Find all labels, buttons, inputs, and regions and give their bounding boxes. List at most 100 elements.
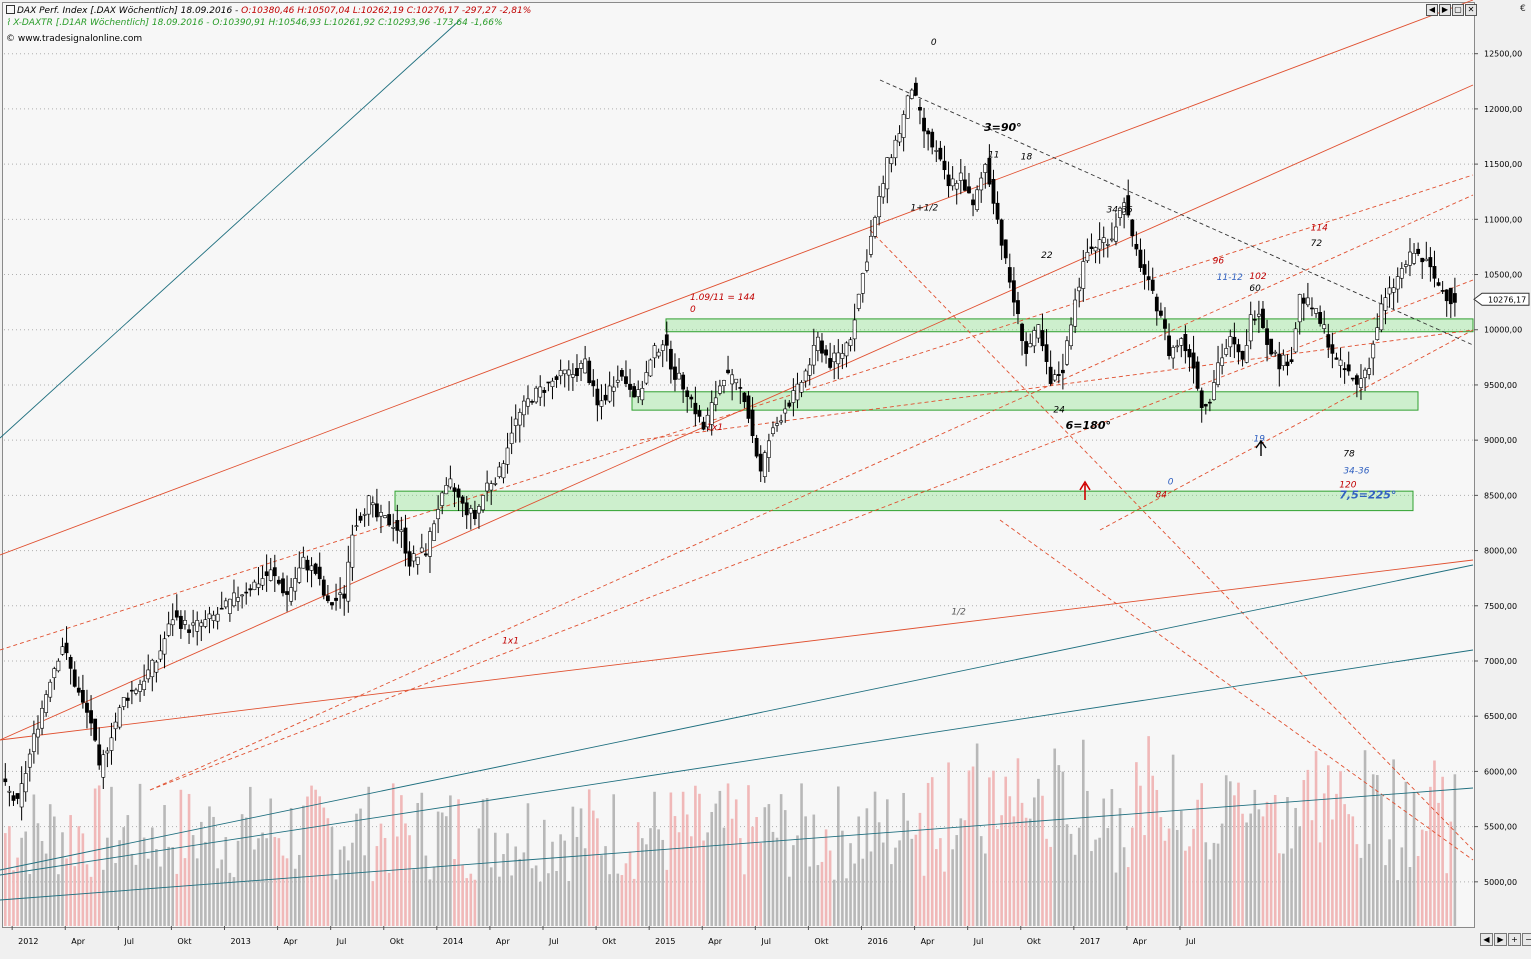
candle-body [566,369,571,376]
scroll-zoom-in-icon[interactable]: + [1508,933,1521,946]
candle-body [223,600,228,608]
candle-body [1326,334,1331,348]
candle-body [546,381,551,384]
candle-body [526,398,530,407]
candle-body [1420,257,1425,263]
candle-body [734,378,739,384]
volume-bar [440,812,444,926]
chart-annotation: 18 [1021,153,1033,163]
candle-body [1346,364,1351,372]
candle-body [1195,361,1200,389]
volume-bar [20,837,23,926]
candle-body [240,594,245,597]
volume-bar [873,791,877,926]
candle-body [505,447,510,465]
volume-bar [1392,759,1395,926]
volume-bar [1126,867,1130,926]
candle-body [1150,279,1155,291]
volume-bar [473,879,477,926]
volume-bar [1057,765,1061,926]
trend-line [1099,329,1474,531]
candle-body [1130,219,1135,237]
volume-bar [61,832,64,926]
candle-body [252,581,257,590]
volume-bar [890,864,893,926]
volume-bar [641,838,644,926]
candle-body [36,728,40,738]
scroll-right-icon[interactable]: ▶ [1494,933,1507,946]
candle-body [162,638,167,655]
candle-body [293,578,298,592]
x-tick-label: Apr [71,937,86,946]
volume-bar [596,818,599,926]
volume-bar [1339,771,1342,926]
candle-body [289,587,294,602]
volume-bar [604,846,607,926]
volume-bar [36,823,40,926]
candle-body [1220,357,1225,366]
candle-body [979,177,984,191]
volume-bar [1318,842,1322,926]
volume-bar [1449,821,1453,926]
volume-bar [44,853,48,926]
volume-bar [975,743,979,926]
nav-right-icon[interactable]: ▶ [1439,4,1451,16]
candle-body [746,395,751,419]
candle-body [1048,366,1053,384]
volume-bar [898,840,901,926]
volume-bar [837,786,840,926]
series-box-icon[interactable] [6,5,15,14]
nav-left-icon[interactable]: ◀ [1426,4,1438,16]
candle-body [501,463,506,479]
zoom-icon[interactable]: ▢ [1452,4,1464,16]
volume-bar [804,816,807,926]
volume-bar [97,785,101,926]
volume-bar [1237,782,1240,926]
volume-bar [273,837,277,926]
trend-line [0,174,1474,651]
volume-bar [612,794,616,926]
volume-bar [232,877,236,926]
chart-annotation: 0 [690,305,696,315]
volume-bar [971,766,975,926]
candle-body [873,217,877,237]
scroll-left-icon[interactable]: ◀ [1480,933,1493,946]
candle-body [260,578,265,586]
candle-body [685,390,690,397]
candle-body [701,421,706,430]
volume-bar [208,806,211,926]
chart-annotation: 1x1 [706,423,723,433]
candle-body [542,389,547,393]
candle-body [864,261,869,271]
volume-bar [845,878,848,926]
dax-legend-name: DAX Perf. Index [.DAX Wöchentlich] 18.09… [17,6,239,16]
volume-bar [379,823,383,926]
chart-annotation: 0 [931,38,937,48]
candle-body [166,623,171,636]
candle-body [1297,294,1302,323]
volume-bar [849,843,852,926]
close-icon[interactable]: ✕ [1465,4,1477,16]
candle-body [448,478,453,488]
plot-area[interactable] [2,2,1475,928]
volume-bar [657,829,660,926]
candle-body [562,369,567,375]
candle-body [211,614,216,621]
candle-body [611,386,616,392]
x-tick-label: Okt [390,937,404,946]
candle-body [1244,345,1249,363]
volume-bar [122,827,126,926]
scroll-zoom-out-icon[interactable]: − [1522,933,1531,946]
volume-bar [445,816,448,926]
volume-bar [1098,837,1101,926]
candle-body [1232,336,1237,345]
volume-bar [963,820,967,926]
candle-body [1199,390,1204,408]
volume-bar [1090,851,1093,926]
volume-bar [861,858,865,926]
candle-body [644,372,649,384]
candle-body [117,707,122,728]
volume-bar [832,879,836,926]
y-tick-label: 11000,00 [1484,215,1522,224]
